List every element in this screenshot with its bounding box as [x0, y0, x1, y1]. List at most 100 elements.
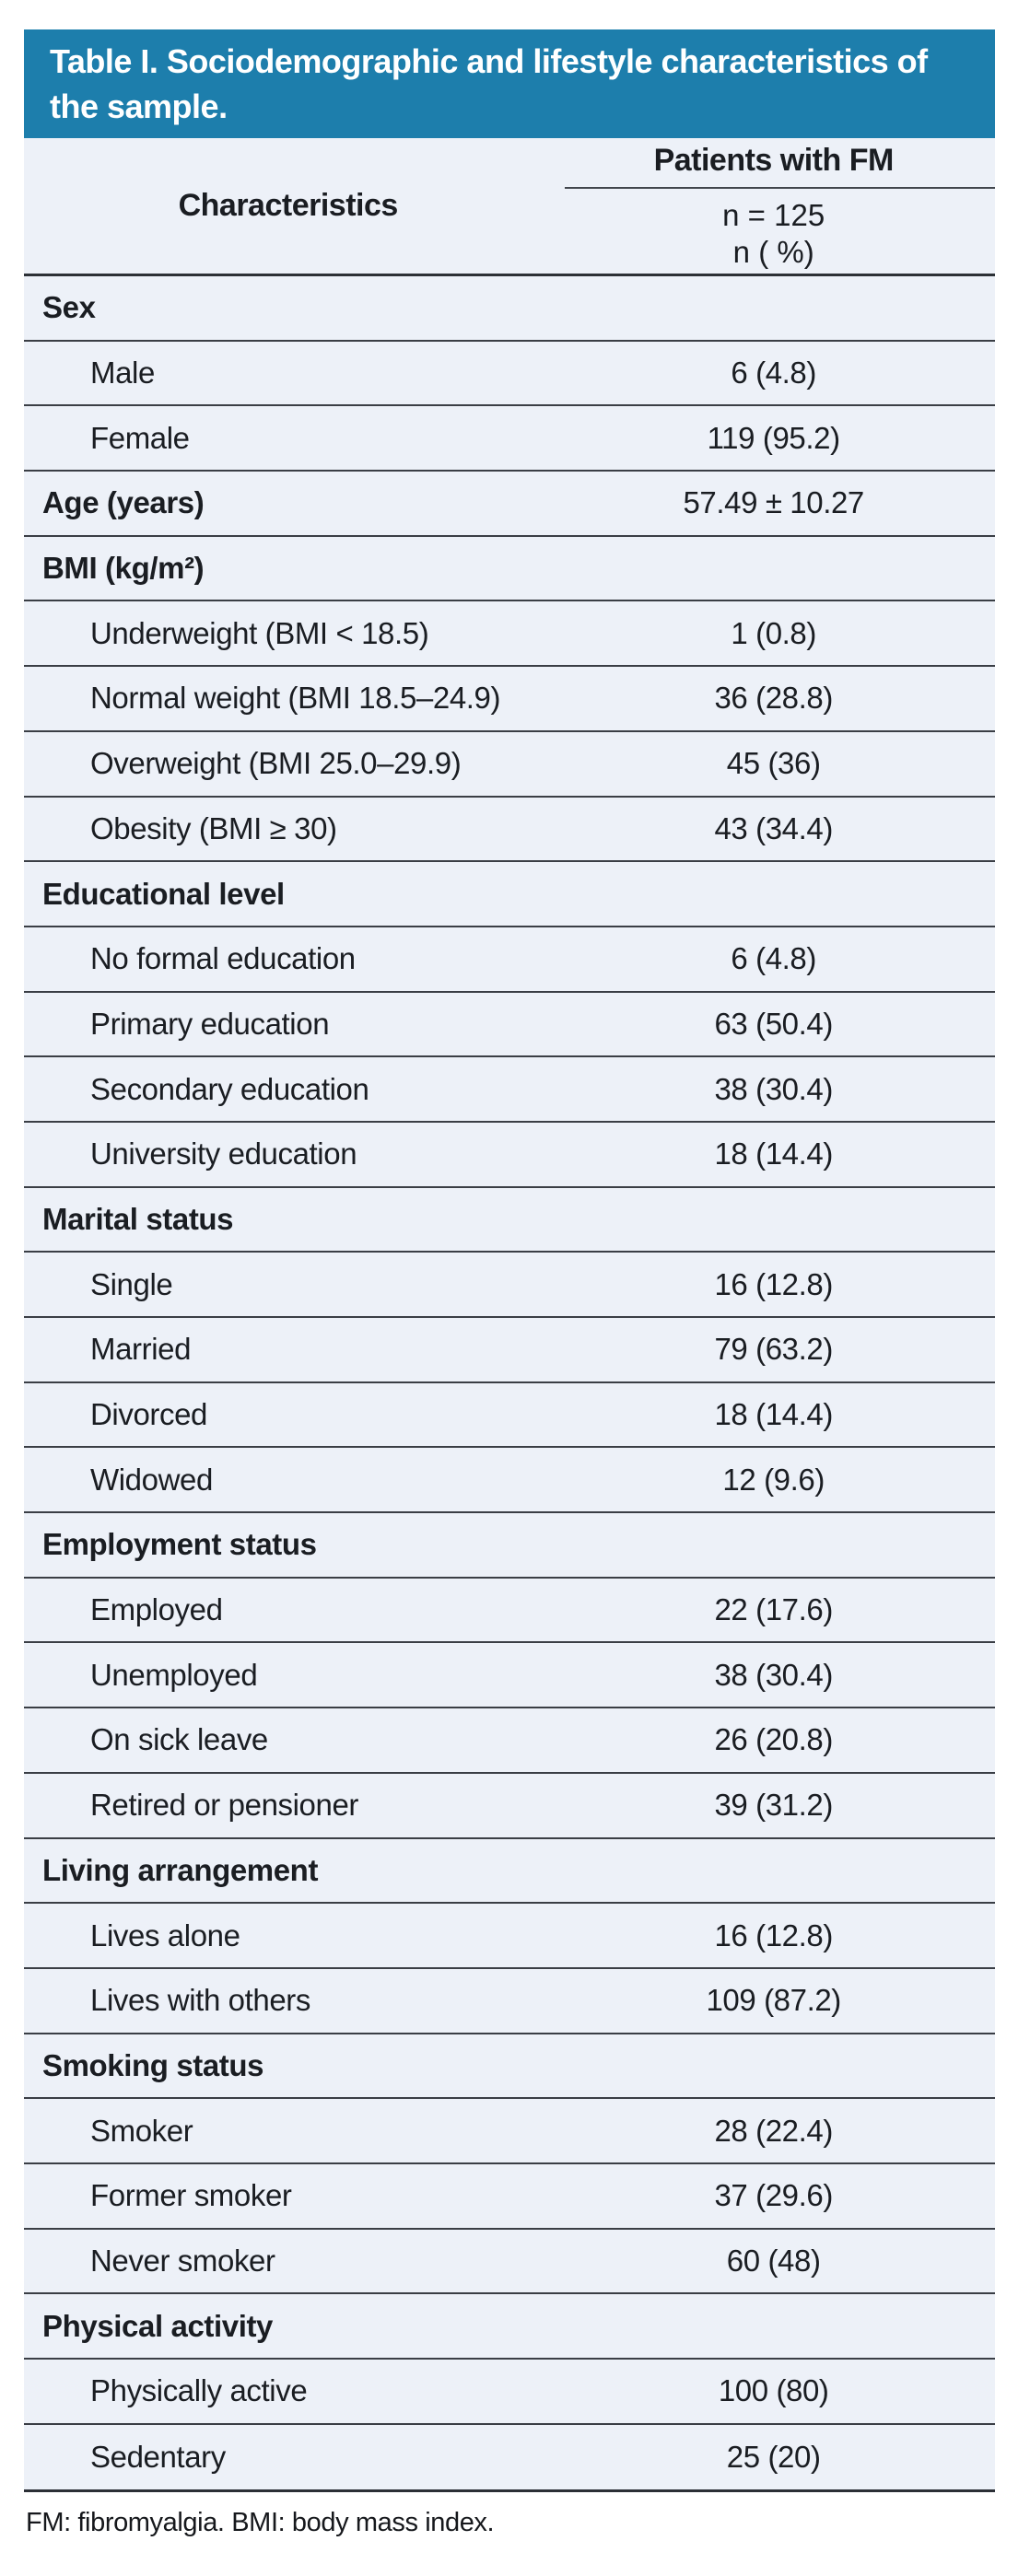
row-label: Smoker: [90, 2113, 193, 2148]
table-row: Single 16 (12.8): [24, 1253, 995, 1318]
row-value: 12 (9.6): [722, 1462, 825, 1497]
table-row: Smoker 28 (22.4): [24, 2099, 995, 2164]
n-percent-label: n ( %): [732, 235, 814, 269]
row-value: 22 (17.6): [714, 1592, 833, 1627]
row-label: Normal weight (BMI 18.5–24.9): [90, 681, 501, 716]
row-label: Male: [90, 356, 155, 390]
row-value: 60 (48): [726, 2243, 821, 2278]
row-label: BMI (kg/m²): [42, 551, 205, 586]
row-value: 63 (50.4): [714, 1006, 833, 1041]
row-label: Employment status: [42, 1527, 317, 1562]
table-row: Marital status: [24, 1188, 995, 1253]
row-value: 16 (12.8): [714, 1266, 833, 1301]
row-label: Overweight (BMI 25.0–29.9): [90, 746, 462, 781]
table-row: No formal education 6 (4.8): [24, 927, 995, 993]
table-row: Lives alone 16 (12.8): [24, 1904, 995, 1969]
row-value: 43 (34.4): [714, 810, 833, 845]
table-row: Living arrangement: [24, 1839, 995, 1905]
row-label: Former smoker: [90, 2178, 292, 2213]
row-value: 36 (28.8): [714, 681, 833, 716]
row-label: Living arrangement: [42, 1852, 319, 1887]
table-row: Unemployed 38 (30.4): [24, 1643, 995, 1709]
row-label: Smoking status: [42, 2047, 264, 2082]
row-value: 38 (30.4): [714, 1071, 833, 1106]
row-value: 100 (80): [718, 2373, 829, 2408]
row-label: Physical activity: [42, 2308, 274, 2343]
row-label: Married: [90, 1332, 192, 1367]
row-value: 37 (29.6): [714, 2178, 833, 2213]
table-row: Obesity (BMI ≥ 30) 43 (34.4): [24, 798, 995, 863]
row-label: On sick leave: [90, 1722, 268, 1757]
row-label: Divorced: [90, 1397, 208, 1432]
row-label: Sedentary: [90, 2440, 226, 2475]
patients-column-header: Patients with FM n = 125 n ( %): [552, 138, 995, 274]
table-row: BMI (kg/m²): [24, 537, 995, 602]
row-value: 18 (14.4): [714, 1397, 833, 1432]
row-value: 45 (36): [726, 746, 821, 781]
table-body: Characteristics Patients with FM n = 125…: [24, 138, 995, 2493]
table-row: Physical activity: [24, 2294, 995, 2360]
table-row: Age (years) 57.49 ± 10.27: [24, 472, 995, 537]
row-label: Sex: [42, 290, 96, 325]
row-value: 26 (20.8): [714, 1722, 833, 1757]
table-row: Normal weight (BMI 18.5–24.9) 36 (28.8): [24, 667, 995, 732]
table-row: Employment status: [24, 1513, 995, 1579]
table-rows: Sex Male 6 (4.8) Female 119 (95.2) Age (years…: [24, 276, 995, 2489]
row-value: 119 (95.2): [707, 420, 840, 455]
row-label: Age (years): [42, 485, 205, 520]
table-row: On sick leave 26 (20.8): [24, 1708, 995, 1774]
table-title: Table I. Sociodemographic and lifestyle …: [24, 29, 995, 138]
table-row: Divorced 18 (14.4): [24, 1383, 995, 1449]
row-label: Educational level: [42, 876, 285, 911]
row-value: 28 (22.4): [714, 2113, 833, 2148]
row-value: 109 (87.2): [706, 1983, 841, 2018]
row-value: 18 (14.4): [714, 1136, 833, 1171]
row-label: Employed: [90, 1592, 223, 1627]
table-row: Educational level: [24, 862, 995, 927]
row-label: Unemployed: [90, 1657, 258, 1692]
row-label: Female: [90, 420, 190, 455]
row-label: Retired or pensioner: [90, 1788, 358, 1823]
sample-size-label: n = 125: [722, 198, 825, 232]
table-header: Characteristics Patients with FM n = 125…: [24, 138, 995, 276]
row-label: Primary education: [90, 1006, 330, 1041]
row-value: 79 (63.2): [714, 1332, 833, 1367]
row-value: 57.49 ± 10.27: [683, 485, 864, 520]
table-row: Primary education 63 (50.4): [24, 993, 995, 1058]
row-label: Obesity (BMI ≥ 30): [90, 810, 337, 845]
row-value: 16 (12.8): [714, 1917, 833, 1952]
row-label: No formal education: [90, 941, 356, 976]
row-label: Never smoker: [90, 2243, 275, 2278]
table-row: Employed 22 (17.6): [24, 1579, 995, 1644]
row-value: 39 (31.2): [714, 1788, 833, 1823]
row-value: 6 (4.8): [731, 941, 816, 976]
table-row: Sedentary 25 (20): [24, 2425, 995, 2490]
table-row: Lives with others 109 (87.2): [24, 1969, 995, 2034]
table-row: Physically active 100 (80): [24, 2360, 995, 2425]
row-label: Lives alone: [90, 1917, 240, 1952]
table-row: Underweight (BMI < 18.5) 1 (0.8): [24, 601, 995, 668]
column-group-label: Patients with FM: [653, 143, 895, 178]
table-footnote: FM: fibromyalgia. BMI: body mass index.: [26, 2508, 495, 2538]
table-row: Smoking status: [24, 2034, 995, 2100]
row-value: 6 (4.8): [731, 356, 816, 390]
column-group-underline: [565, 187, 995, 189]
table-row: Retired or pensioner 39 (31.2): [24, 1774, 995, 1839]
table-row: Married 79 (63.2): [24, 1318, 995, 1383]
row-label: Physically active: [90, 2373, 308, 2408]
table-row: Sex: [24, 276, 995, 342]
table-row: Female 119 (95.2): [24, 406, 995, 472]
table-row: Male 6 (4.8): [24, 342, 995, 407]
row-label: Marital status: [42, 1201, 234, 1236]
row-label: Secondary education: [90, 1071, 369, 1106]
table-container: Table I. Sociodemographic and lifestyle …: [24, 29, 995, 2538]
table-row: Overweight (BMI 25.0–29.9) 45 (36): [24, 732, 995, 798]
table-row: Former smoker 37 (29.6): [24, 2164, 995, 2230]
characteristics-column-header: Characteristics: [178, 188, 399, 223]
table-row: Never smoker 60 (48): [24, 2230, 995, 2295]
row-value: 25 (20): [726, 2440, 821, 2475]
row-value: 38 (30.4): [714, 1657, 833, 1692]
table-row: Secondary education 38 (30.4): [24, 1057, 995, 1123]
row-label: Single: [90, 1266, 173, 1301]
table-row: Widowed 12 (9.6): [24, 1448, 995, 1514]
